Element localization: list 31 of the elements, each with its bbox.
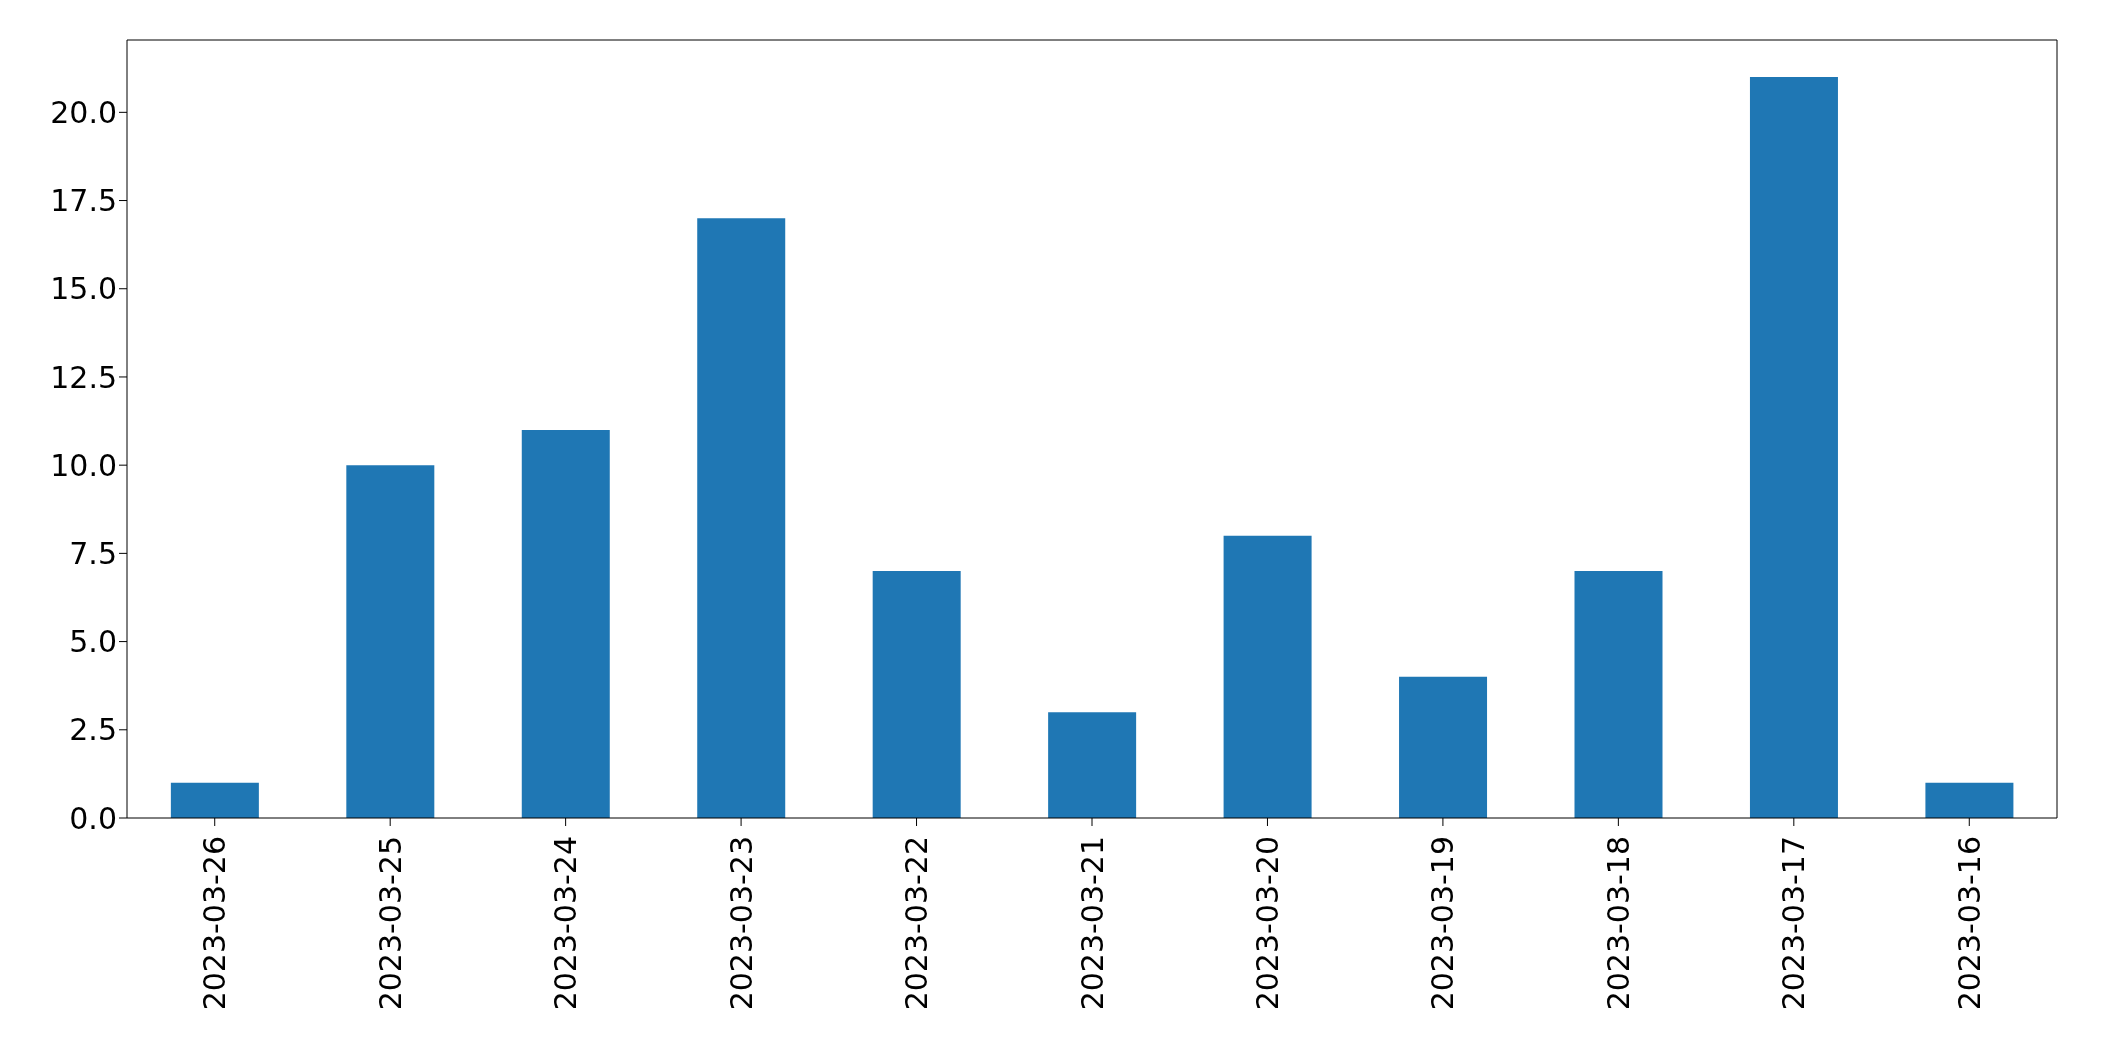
bar [872,571,961,818]
x-tick-label: 2023-03-26 [197,836,233,1011]
y-tick-label: 5.0 [69,624,117,660]
x-tick-label: 2023-03-20 [1249,836,1285,1011]
y-tick-label: 7.5 [69,536,117,572]
bar [1749,77,1838,818]
x-tick-label: 2023-03-25 [372,836,408,1011]
bar [346,465,435,818]
bar [521,429,610,818]
bar [1048,712,1137,818]
bar [1399,676,1488,818]
bar [697,218,786,818]
x-tick-label: 2023-03-17 [1776,836,1812,1011]
x-tick-label: 2023-03-24 [548,836,584,1011]
y-tick-label: 0.0 [69,800,117,836]
x-tick-label: 2023-03-19 [1425,836,1461,1011]
bar [170,782,259,818]
x-tick-label: 2023-03-23 [723,836,759,1011]
x-tick-label: 2023-03-16 [1951,836,1987,1011]
bar [1925,782,2014,818]
bar [1223,535,1312,818]
y-tick-label: 2.5 [69,712,117,748]
x-tick-label: 2023-03-22 [899,836,935,1011]
y-tick-label: 20.0 [50,94,117,130]
y-tick-label: 12.5 [50,359,117,395]
bar [1574,571,1663,818]
x-tick-label: 2023-03-18 [1600,836,1636,1011]
x-tick-label: 2023-03-21 [1074,836,1110,1011]
y-tick-label: 15.0 [50,271,117,307]
y-tick-label: 17.5 [50,183,117,219]
y-tick-label: 10.0 [50,447,117,483]
